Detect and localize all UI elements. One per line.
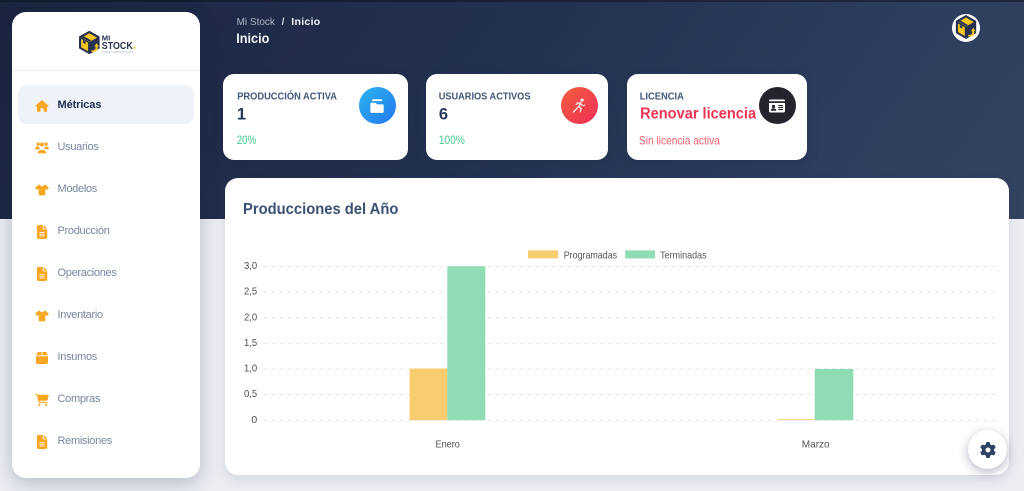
svg-text:1: 1 (237, 105, 246, 123)
svg-text:100%: 100% (439, 135, 465, 147)
svg-text:1,0: 1,0 (244, 363, 257, 375)
svg-text:Inicio: Inicio (236, 30, 269, 46)
svg-text:Mi Stock: Mi Stock (237, 17, 276, 28)
svg-text:Programadas: Programadas (564, 250, 617, 262)
svg-text:CONTROL GESTION STOCK: CONTROL GESTION STOCK (102, 50, 133, 54)
svg-text:6: 6 (439, 105, 448, 123)
svg-text:Producciones del Año: Producciones del Año (243, 201, 399, 218)
svg-text:20%: 20% (237, 135, 257, 147)
svg-text:Terminadas: Terminadas (660, 250, 707, 262)
svg-text:LICENCIA: LICENCIA (640, 90, 685, 102)
svg-text:3,0: 3,0 (244, 260, 257, 272)
svg-text:2,5: 2,5 (244, 286, 257, 298)
svg-text:MI: MI (102, 34, 110, 43)
svg-text:Sin licencia activa: Sin licencia activa (639, 133, 720, 147)
svg-text:0,5: 0,5 (244, 388, 257, 400)
svg-text:/: / (282, 17, 285, 28)
svg-text:Inicio: Inicio (291, 16, 320, 28)
svg-text:PRODUCCIÓN ACTIVA: PRODUCCIÓN ACTIVA (237, 90, 337, 103)
svg-text:2,0: 2,0 (244, 311, 257, 323)
svg-text:1,5: 1,5 (244, 337, 257, 349)
svg-text:Marzo: Marzo (802, 439, 830, 451)
svg-text:Renovar licencia: Renovar licencia (640, 105, 756, 122)
svg-text:0: 0 (251, 414, 257, 426)
svg-text:STOCK: STOCK (102, 41, 134, 52)
svg-text:Enero: Enero (436, 439, 461, 451)
svg-text:USUARIOS ACTIVOS: USUARIOS ACTIVOS (439, 91, 531, 103)
